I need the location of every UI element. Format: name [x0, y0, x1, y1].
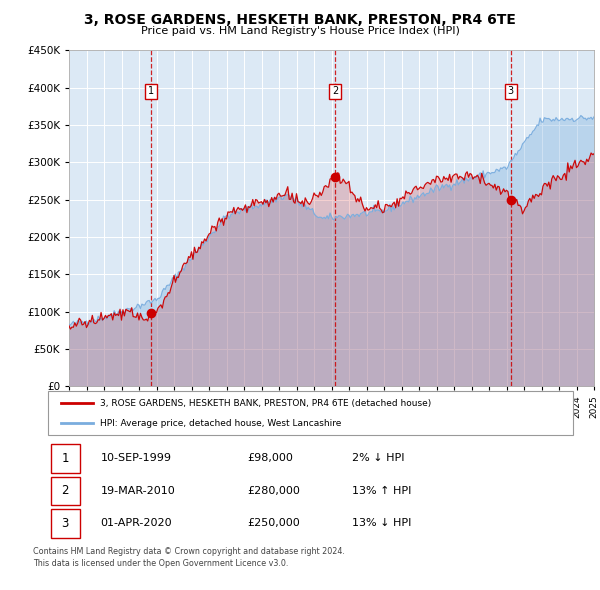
Text: HPI: Average price, detached house, West Lancashire: HPI: Average price, detached house, West… — [101, 419, 342, 428]
Text: 10-SEP-1999: 10-SEP-1999 — [101, 453, 172, 463]
Text: 13% ↑ HPI: 13% ↑ HPI — [353, 486, 412, 496]
Text: £280,000: £280,000 — [248, 486, 301, 496]
FancyBboxPatch shape — [50, 477, 79, 505]
Text: 3: 3 — [508, 86, 514, 96]
Text: 2: 2 — [332, 86, 338, 96]
FancyBboxPatch shape — [50, 509, 79, 537]
FancyBboxPatch shape — [50, 444, 79, 473]
Text: 19-MAR-2010: 19-MAR-2010 — [101, 486, 175, 496]
Text: Contains HM Land Registry data © Crown copyright and database right 2024.: Contains HM Land Registry data © Crown c… — [33, 547, 345, 556]
Text: 2% ↓ HPI: 2% ↓ HPI — [353, 453, 405, 463]
Text: 01-APR-2020: 01-APR-2020 — [101, 519, 172, 529]
Text: This data is licensed under the Open Government Licence v3.0.: This data is licensed under the Open Gov… — [33, 559, 289, 568]
Text: 13% ↓ HPI: 13% ↓ HPI — [353, 519, 412, 529]
FancyBboxPatch shape — [48, 391, 573, 435]
Text: 1: 1 — [148, 86, 154, 96]
Text: 1: 1 — [61, 452, 69, 465]
Text: 2: 2 — [61, 484, 69, 497]
Text: Price paid vs. HM Land Registry's House Price Index (HPI): Price paid vs. HM Land Registry's House … — [140, 26, 460, 36]
Text: £98,000: £98,000 — [248, 453, 293, 463]
Text: 3, ROSE GARDENS, HESKETH BANK, PRESTON, PR4 6TE (detached house): 3, ROSE GARDENS, HESKETH BANK, PRESTON, … — [101, 399, 432, 408]
Text: 3, ROSE GARDENS, HESKETH BANK, PRESTON, PR4 6TE: 3, ROSE GARDENS, HESKETH BANK, PRESTON, … — [84, 13, 516, 27]
Text: £250,000: £250,000 — [248, 519, 300, 529]
Text: 3: 3 — [61, 517, 69, 530]
